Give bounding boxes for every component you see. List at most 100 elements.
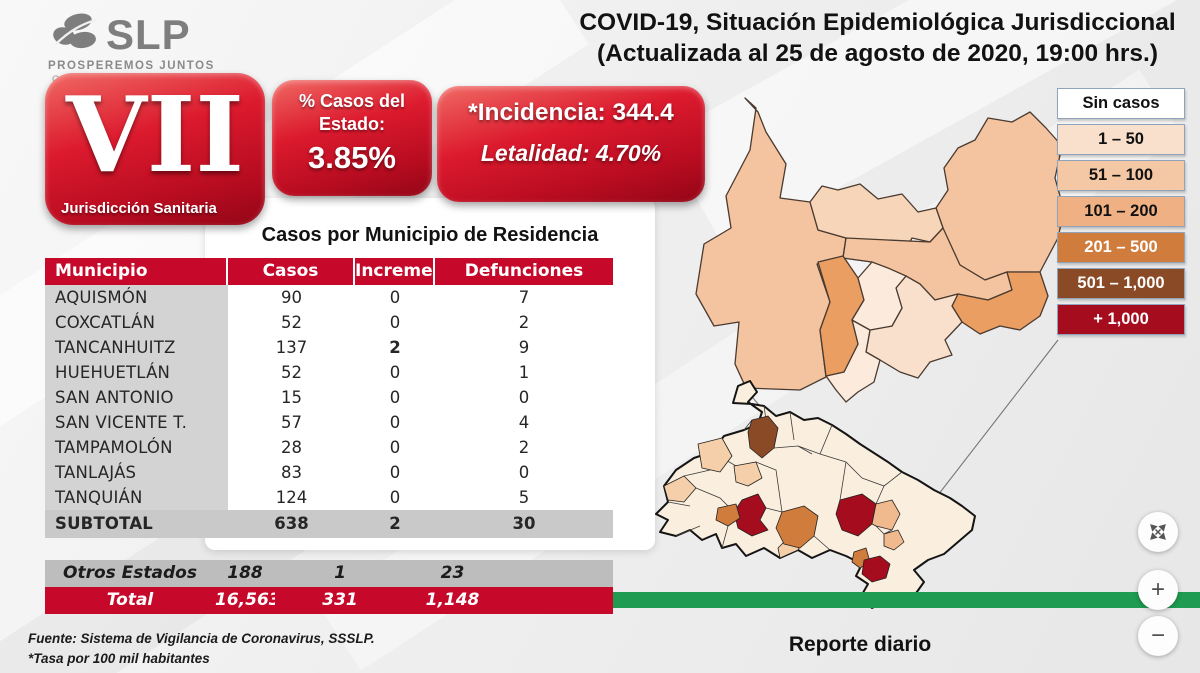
cell-incremento: 1 <box>275 560 405 587</box>
cell-casos: 188 <box>215 560 275 587</box>
state-map <box>655 380 976 609</box>
percent-value: 3.85% <box>308 140 396 175</box>
slp-leaf-icon <box>53 13 97 49</box>
cell-incremento: 2 <box>355 335 435 360</box>
cell-defunciones: 0 <box>435 460 613 485</box>
jurisdiction-roman-numeral: VII <box>66 73 244 196</box>
cell-municipio: HUEHUETLÁN <box>45 360 228 385</box>
legend-item: 1 – 50 <box>1057 124 1185 155</box>
cell-defunciones: 5 <box>435 485 613 510</box>
state-outline <box>655 380 976 609</box>
cell-casos: 124 <box>228 485 355 510</box>
daily-report-label: Reporte diario <box>788 633 932 656</box>
source-line: Fuente: Sistema de Vigilancia de Coronav… <box>28 631 375 646</box>
municipality-san-antonio <box>851 261 907 331</box>
region-201-500 <box>775 505 819 549</box>
incidence-box: *Incidencia: 344.4 Letalidad: 4.70% <box>437 86 705 202</box>
cell-incremento: 0 <box>355 410 435 435</box>
region-501-1000 <box>747 415 779 459</box>
cell-municipio: TAMPAMOLÓN <box>45 435 228 460</box>
region-1-50 <box>733 461 763 487</box>
cell-municipio: COXCATLÁN <box>45 310 228 335</box>
cell-defunciones: 0 <box>435 385 613 410</box>
cell-incremento: 331 <box>275 587 405 614</box>
cases-table: Municipio Casos Incremento Defunciones A… <box>45 258 613 538</box>
cell-filler <box>500 587 613 614</box>
cell-defunciones: 30 <box>435 510 613 538</box>
logo-brand: SLP <box>106 11 191 58</box>
cell-municipio: TANLAJÁS <box>45 460 228 485</box>
cell-label: Total <box>45 587 215 614</box>
percent-title-line2: Estado: <box>318 113 385 134</box>
legend-item: 201 – 500 <box>1057 232 1185 263</box>
table-row: TANQUIÁN 124 0 5 <box>45 485 613 510</box>
col-header-incremento: Incremento <box>355 258 465 285</box>
jurisdiction-label: Jurisdicción Sanitaria <box>61 200 217 217</box>
cell-defunciones: 23 <box>405 560 500 587</box>
cell-label: Otros Estados <box>45 560 215 587</box>
region-valles-1000plus <box>835 493 877 537</box>
region-1-50 <box>663 475 697 503</box>
table-row: TANCANHUITZ 137 2 9 <box>45 335 613 360</box>
cell-incremento: 0 <box>355 310 435 335</box>
legend-item: + 1,000 <box>1057 304 1185 335</box>
cell-incremento: 0 <box>355 485 435 510</box>
col-header-casos: Casos <box>228 258 355 285</box>
region-1-50 <box>697 437 733 473</box>
cell-incremento: 0 <box>355 385 435 410</box>
municipality-tancanhuitz <box>817 255 865 377</box>
cell-incremento: 2 <box>355 510 435 538</box>
cell-casos: 83 <box>228 460 355 485</box>
green-divider <box>613 592 1200 608</box>
table-row: SAN ANTONIO 15 0 0 <box>45 385 613 410</box>
col-header-municipio: Municipio <box>45 258 228 285</box>
subtotal-row: SUBTOTAL 638 2 30 <box>45 510 613 538</box>
cell-casos: 137 <box>228 335 355 360</box>
table-row: SAN VICENTE T. 57 0 4 <box>45 410 613 435</box>
legend-item: 501 – 1,000 <box>1057 268 1185 299</box>
legend-item: 101 – 200 <box>1057 196 1185 227</box>
totals-table: Otros Estados 188 1 23 Total 16,563 331 … <box>45 560 613 614</box>
incidence-value: *Incidencia: 344.4 <box>468 99 674 126</box>
region-101-200 <box>871 499 901 531</box>
page-title: COVID-19, Situación Epidemiológica Juris… <box>565 8 1190 69</box>
cell-incremento: 0 <box>355 435 435 460</box>
cell-municipio: SAN VICENTE T. <box>45 410 228 435</box>
title-line1: COVID-19, Situación Epidemiológica Juris… <box>579 9 1176 36</box>
region-201-500 <box>715 503 741 527</box>
map-legend: Sin casos 1 – 50 51 – 100 101 – 200 201 … <box>1057 88 1185 340</box>
legend-item: Sin casos <box>1057 88 1185 119</box>
cell-municipio: AQUISMÓN <box>45 285 228 310</box>
cell-municipio: TANCANHUITZ <box>45 335 228 360</box>
lethality-value: Letalidad: 4.70% <box>480 140 662 166</box>
table-row: TANLAJÁS 83 0 0 <box>45 460 613 485</box>
cell-municipio: SAN ANTONIO <box>45 385 228 410</box>
region-101-200 <box>883 529 905 551</box>
cell-casos: 15 <box>228 385 355 410</box>
jurisdiction-map <box>695 97 1065 403</box>
cell-defunciones: 1,148 <box>405 587 500 614</box>
choropleth-maps <box>655 97 1065 609</box>
source-note: Fuente: Sistema de Vigilancia de Coronav… <box>28 629 375 668</box>
cell-incremento: 0 <box>355 360 435 385</box>
cell-defunciones: 2 <box>435 435 613 460</box>
cell-casos: 52 <box>228 360 355 385</box>
minus-icon: − <box>1150 622 1165 649</box>
logo-tagline: PROSPEREMOS JUNTOS <box>48 60 215 72</box>
legend-item: 51 – 100 <box>1057 160 1185 191</box>
cell-filler <box>500 560 613 587</box>
cell-casos: 28 <box>228 435 355 460</box>
cell-defunciones: 7 <box>435 285 613 310</box>
zoom-in-button[interactable]: + <box>1138 570 1178 610</box>
region-tip-1000plus <box>861 555 891 583</box>
table-title: Casos por Municipio de Residencia <box>261 224 599 246</box>
zoom-out-button[interactable]: − <box>1138 616 1178 656</box>
cell-casos: 90 <box>228 285 355 310</box>
table-row: TAMPAMOLÓN 28 0 2 <box>45 435 613 460</box>
plus-icon: + <box>1150 576 1165 603</box>
cell-defunciones: 2 <box>435 310 613 335</box>
expand-button[interactable] <box>1138 512 1178 552</box>
cell-casos: 52 <box>228 310 355 335</box>
title-line2: (Actualizada al 25 de agosto de 2020, 19… <box>597 39 1158 67</box>
